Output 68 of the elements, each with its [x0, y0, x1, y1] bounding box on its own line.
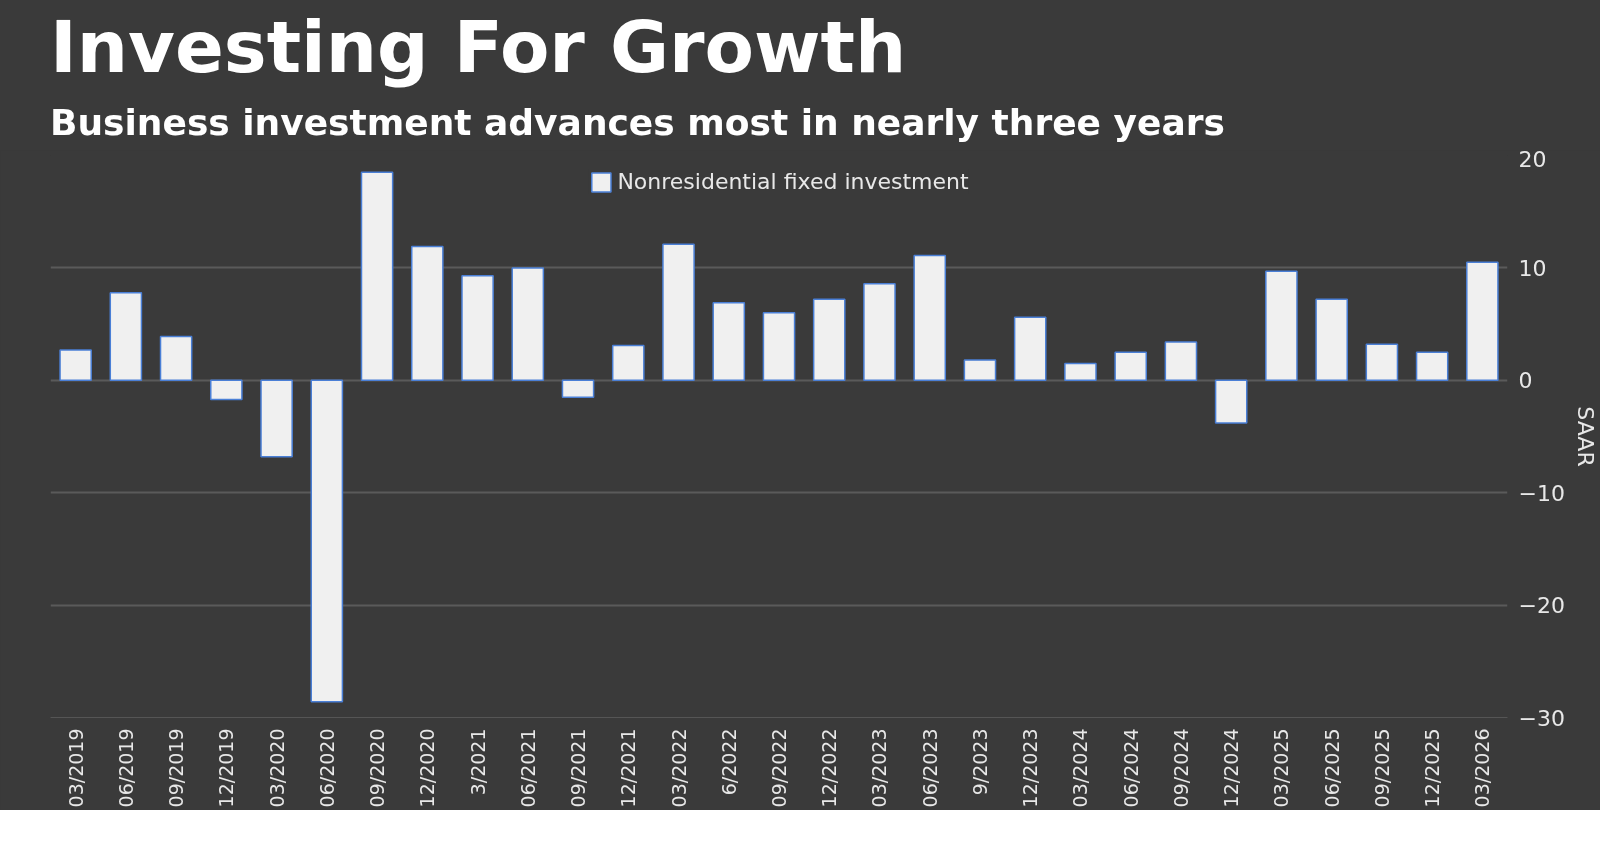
- x-tick-label: 12/2020: [416, 728, 439, 808]
- x-tick-label: 06/2025: [1320, 728, 1343, 808]
- x-tick-label: 09/2019: [165, 728, 188, 808]
- y-tick-label: −10: [1518, 480, 1565, 506]
- chart-title: Investing For Growth: [50, 4, 907, 91]
- x-tick-label: 06/2023: [918, 728, 941, 808]
- bar: [1064, 362, 1097, 382]
- bar: [260, 379, 293, 458]
- bar: [159, 335, 193, 382]
- bar: [360, 171, 394, 382]
- x-tick-label: 06/2019: [114, 728, 137, 808]
- bar: [1013, 316, 1047, 382]
- bar: [109, 291, 143, 382]
- y-tick-label: 10: [1518, 255, 1547, 281]
- x-tick-label: 06/2024: [1119, 728, 1142, 808]
- bar: [662, 243, 695, 382]
- bar: [712, 301, 746, 382]
- x-tick-label: 09/2022: [768, 728, 790, 808]
- x-tick-label: 09/2024: [1169, 728, 1192, 808]
- bar: [913, 254, 947, 382]
- bar: [812, 298, 846, 382]
- y-tick-label: 20: [1518, 146, 1547, 172]
- bar: [762, 312, 796, 382]
- bar: [863, 282, 896, 382]
- bar: [1114, 351, 1148, 382]
- x-tick-label: 3/2021: [466, 728, 489, 796]
- bar: [1315, 298, 1348, 382]
- x-tick-label: 03/2026: [1471, 728, 1494, 808]
- bar: [1415, 351, 1449, 382]
- bar: [310, 379, 344, 703]
- bar: [511, 267, 545, 382]
- x-tick-label: 03/2019: [64, 728, 87, 808]
- x-tick-label: 06/2020: [315, 728, 338, 808]
- bar: [1365, 343, 1399, 382]
- bar: [59, 349, 92, 382]
- bar: [1214, 379, 1248, 424]
- y-tick-label: −30: [1518, 705, 1565, 731]
- x-tick-label: 03/2020: [265, 728, 288, 808]
- bar: [210, 379, 243, 401]
- x-tick-label: 09/2021: [567, 728, 590, 808]
- x-tick-label: 12/2025: [1421, 728, 1444, 808]
- bar: [461, 275, 494, 382]
- bar: [1466, 261, 1499, 382]
- legend-label: Nonresidential fixed investment: [617, 169, 969, 194]
- x-tick-label: 03/2025: [1270, 728, 1293, 808]
- bar: [561, 379, 595, 398]
- x-tick-label: 09/2020: [366, 728, 389, 808]
- x-tick-label: 03/2022: [667, 728, 690, 808]
- x-tick-label: 03/2024: [1069, 728, 1092, 808]
- bar: [1164, 341, 1198, 382]
- bar: [410, 245, 444, 382]
- y-tick-label: −20: [1518, 593, 1565, 619]
- x-tick-label: 03/2023: [868, 728, 891, 808]
- x-tick-label: 12/2021: [617, 728, 640, 808]
- x-tick-label: 12/2022: [818, 728, 841, 808]
- x-tick-label: 06/2021: [516, 728, 539, 808]
- x-tick-label: 12/2019: [215, 728, 238, 808]
- x-tick-label: 12/2023: [1019, 728, 1042, 808]
- x-tick-label: 09/2025: [1370, 728, 1393, 808]
- bar: [611, 344, 645, 382]
- chart-subtitle: Business investment advances most in nearly three years: [50, 101, 1225, 145]
- x-tick-label: 12/2024: [1220, 728, 1243, 808]
- y-tick-label: 0: [1518, 368, 1533, 394]
- bar: [963, 359, 997, 382]
- x-tick-label: 6/2022: [717, 728, 740, 796]
- y-axis-title: SAAR: [1572, 406, 1598, 467]
- bar: [1265, 270, 1298, 382]
- x-tick-label: 9/2023: [968, 728, 991, 796]
